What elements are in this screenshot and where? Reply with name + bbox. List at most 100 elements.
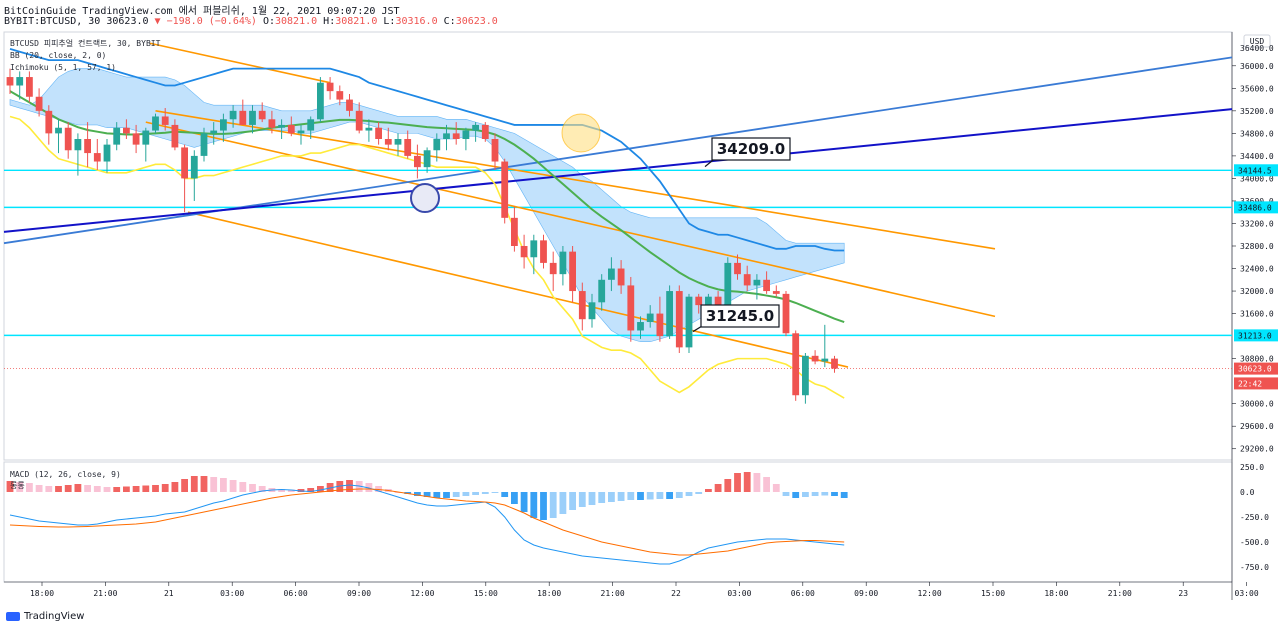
macd-bar: [559, 492, 567, 514]
candle-body: [753, 279, 761, 286]
macd-bar: [588, 492, 596, 505]
candle-body: [792, 333, 800, 396]
candle-body: [414, 155, 421, 168]
channel-line-top: [149, 42, 331, 84]
macd-bar: [501, 492, 509, 497]
candle-body: [297, 130, 305, 134]
bb-upper-band: [9, 48, 845, 252]
macd-bar: [452, 492, 460, 497]
close-value: 30623.0: [455, 16, 498, 27]
macd-bar: [831, 492, 838, 496]
time-tick-label: 06:00: [284, 589, 308, 598]
candle-body: [433, 139, 441, 151]
macd-bar: [171, 482, 179, 492]
candle-body: [802, 355, 809, 396]
macd-bar: [821, 492, 829, 496]
time-tick-label: 03:00: [727, 589, 751, 598]
candle-body: [520, 246, 528, 258]
candle-body: [103, 144, 111, 162]
macd-bar: [549, 492, 557, 518]
candle-body: [249, 110, 256, 125]
macd-pane: [3, 461, 1233, 583]
candle-body: [161, 116, 169, 125]
candle-body: [743, 274, 751, 286]
candle-body: [45, 110, 53, 134]
macd-tick-label: -500.0: [1240, 538, 1269, 547]
time-tick-label: 21: [164, 589, 174, 598]
candle-body: [93, 153, 101, 162]
macd-bar: [685, 492, 693, 496]
candle-body: [540, 240, 547, 263]
candle-body: [559, 251, 567, 275]
time-tick-label: 21:00: [1108, 589, 1132, 598]
price-tag-bg: [1234, 362, 1278, 375]
candle-body: [530, 240, 538, 258]
price-change: ▼ −198.0 (−0.64%): [154, 16, 257, 27]
macd-bar: [472, 492, 479, 495]
macd-bar: [45, 486, 53, 492]
currency-badge: [1243, 34, 1271, 48]
price-tick-label: 32800.0: [1240, 242, 1274, 251]
price-tick-label: 35200.0: [1240, 107, 1274, 116]
macd-bar: [210, 477, 218, 492]
candle-body: [84, 139, 91, 154]
price-tick-label: 29200.0: [1240, 445, 1274, 454]
candle-body: [763, 279, 770, 292]
time-tick-label: 09:00: [347, 589, 371, 598]
tradingview-logo-icon: [6, 612, 20, 621]
currency-label: USD: [1250, 37, 1265, 46]
macd-bar: [278, 489, 285, 492]
candle-body: [724, 262, 732, 308]
time-tick-label: 18:00: [1044, 589, 1068, 598]
candle-body: [569, 251, 576, 292]
macd-bar: [627, 492, 635, 500]
candle-body: [501, 161, 509, 218]
candle-body: [608, 268, 615, 280]
macd-bar: [714, 484, 722, 492]
candle-body: [404, 139, 412, 156]
macd-tick-label: -250.0: [1240, 513, 1269, 522]
price-tick-label: 34800.0: [1240, 129, 1274, 138]
candle-body: [491, 139, 499, 162]
price-tick-label: 31600.0: [1240, 310, 1274, 319]
candle-body: [6, 77, 14, 86]
macd-bar: [763, 477, 770, 492]
low-label: L:: [383, 16, 396, 27]
macd-line: [9, 484, 845, 565]
candle-body: [16, 77, 24, 86]
candle-body: [452, 133, 460, 139]
candle-body: [365, 127, 373, 131]
macd-tick-label: 250.0: [1240, 463, 1264, 472]
time-tick-label: 23: [1178, 589, 1188, 598]
macd-bar: [578, 492, 586, 507]
time-tick-label: 09:00: [854, 589, 878, 598]
price-tick-label: 30000.0: [1240, 400, 1274, 409]
channel-line-upper: [155, 110, 996, 250]
macd-bar: [229, 480, 237, 492]
candle-body: [666, 291, 673, 337]
macd-bar: [414, 492, 421, 496]
time-tick-label: 18:00: [30, 589, 54, 598]
price-tag-bg: [1234, 377, 1278, 390]
candle-body: [278, 124, 285, 128]
open-label: O:: [262, 16, 275, 27]
time-tick-label: 03:00: [1235, 589, 1259, 598]
candle-body: [326, 82, 334, 92]
candle-body: [511, 217, 518, 246]
price-tick-label: 35600.0: [1240, 84, 1274, 93]
candle-body: [472, 124, 479, 131]
candle-body: [346, 99, 353, 111]
candle-body: [734, 262, 741, 275]
tradingview-logo[interactable]: TradingView: [6, 611, 84, 622]
high-label: H:: [323, 16, 336, 27]
candle-body: [74, 139, 82, 151]
candle-body: [617, 268, 625, 286]
time-tick-label: 15:00: [981, 589, 1005, 598]
macd-bar: [6, 481, 14, 492]
time-tick-label: 21:00: [93, 589, 117, 598]
price-tick-label: 29600.0: [1240, 422, 1274, 431]
macd-bar: [792, 492, 800, 498]
candle-body: [229, 110, 237, 120]
macd-bar: [239, 482, 247, 492]
